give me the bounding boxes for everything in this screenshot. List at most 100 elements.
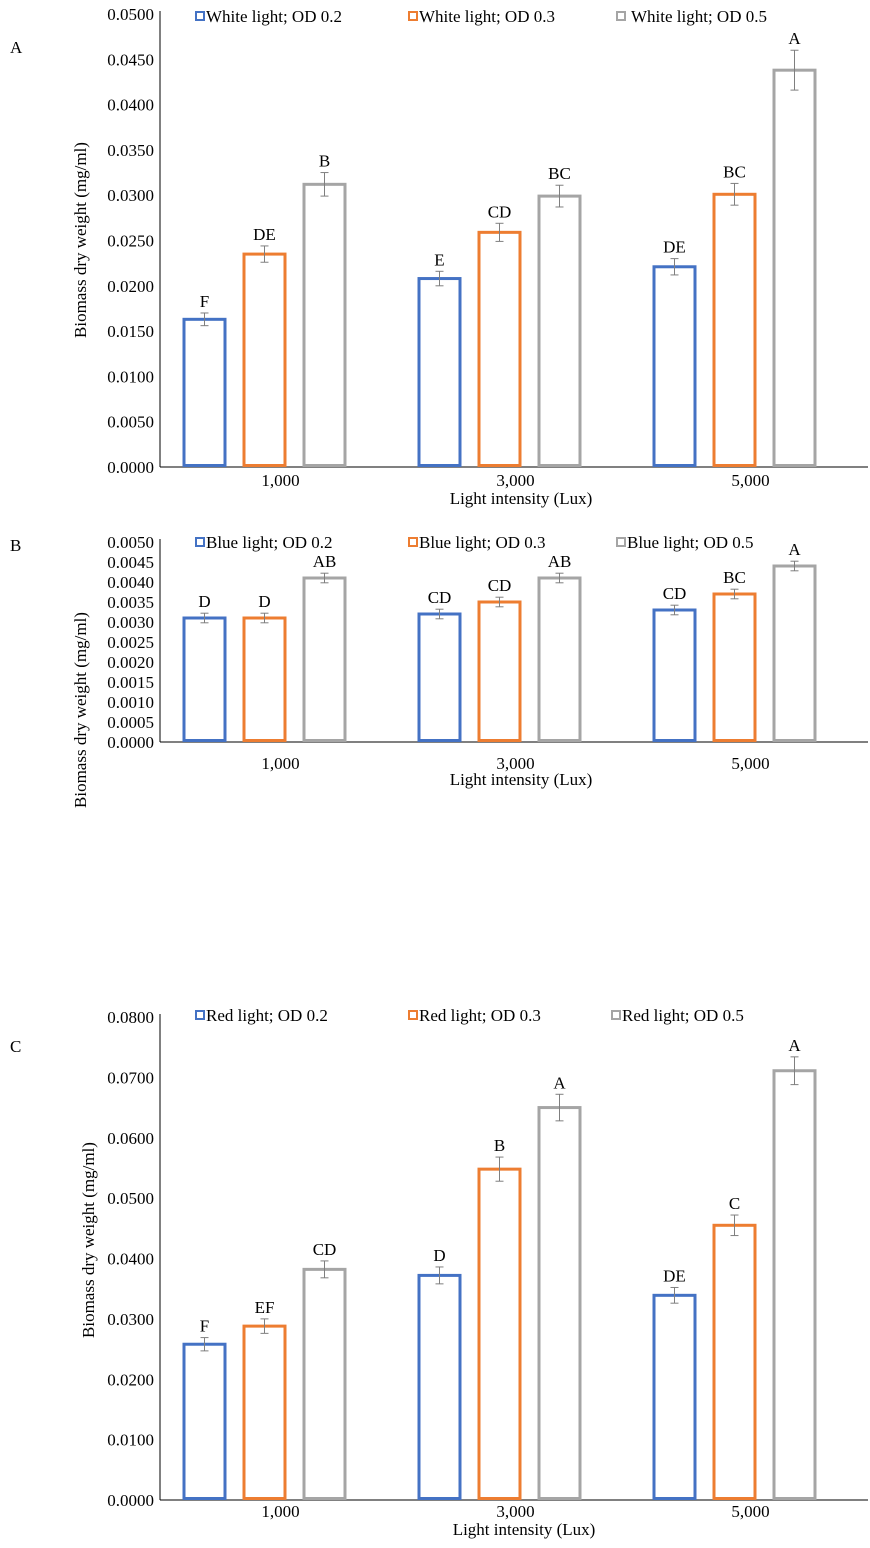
legend-label: Red light; OD 0.2	[206, 1006, 328, 1025]
data-label: A	[553, 1073, 566, 1092]
data-label: F	[200, 1317, 209, 1336]
panel-b: B Biomass dry weight (mg/ml) Light inten…	[10, 533, 868, 808]
y-tick-label: 0.0050	[107, 533, 154, 552]
legend: White light; OD 0.2 White light; OD 0.3 …	[195, 7, 767, 26]
y-tick-label: 0.0450	[107, 50, 154, 69]
x-axis-label: Light intensity (Lux)	[453, 1520, 596, 1539]
x-tick-label: 3,000	[496, 754, 534, 773]
plot-area: 0.0000 0.0100 0.0200 0.0300 0.0400 0.0500 0.06…	[107, 1008, 868, 1521]
legend-swatch	[195, 11, 205, 21]
y-tick-label: 0.0200	[107, 277, 154, 296]
panel-c: C Biomass dry weight (mg/ml) Light inten…	[10, 1006, 868, 1539]
legend-swatch	[408, 537, 418, 547]
bar	[712, 592, 757, 742]
data-label: D	[258, 592, 270, 611]
bar	[242, 616, 287, 742]
data-label: D	[433, 1246, 445, 1265]
legend-label: White light; OD 0.2	[206, 7, 342, 26]
legend-swatch	[408, 1010, 418, 1020]
data-label: DE	[253, 225, 276, 244]
legend-label: Red light; OD 0.5	[622, 1006, 744, 1025]
y-tick-label: 0.0700	[107, 1068, 154, 1087]
y-tick-label: 0.0005	[107, 713, 154, 732]
y-tick-label: 0.0300	[107, 1310, 154, 1329]
bar	[477, 230, 522, 467]
y-tick-label: 0.0000	[107, 733, 154, 752]
y-tick-label: 0.0400	[107, 1250, 154, 1269]
legend-label: Blue light; OD 0.3	[419, 533, 546, 552]
y-tick-label: 0.0100	[107, 1431, 154, 1450]
bar	[772, 68, 817, 467]
y-tick-label: 0.0400	[107, 96, 154, 115]
data-label: B	[494, 1136, 505, 1155]
x-tick-label: 3,000	[496, 471, 534, 490]
y-tick-label: 0.0050	[107, 413, 154, 432]
bar	[242, 252, 287, 467]
legend: Blue light; OD 0.2 Blue light; OD 0.3 Bl…	[195, 533, 754, 552]
x-axis-label: Light intensity (Lux)	[450, 770, 593, 789]
legend-label: Blue light; OD 0.2	[206, 533, 333, 552]
bar	[302, 576, 347, 742]
y-tick-label: 0.0300	[107, 186, 154, 205]
y-tick-label: 0.0250	[107, 232, 154, 251]
plot-area: 0.00000.00050.00100.00150.00200.00250.00…	[107, 533, 868, 773]
x-tick-label: 3,000	[496, 1502, 534, 1521]
bar	[182, 1342, 227, 1501]
bar	[537, 576, 582, 742]
data-label: CD	[663, 584, 687, 603]
y-tick-label: 0.0500	[107, 5, 154, 24]
data-label: CD	[488, 576, 512, 595]
data-label: BC	[548, 164, 571, 183]
y-tick-label: 0.0015	[107, 673, 154, 692]
x-tick-label: 1,000	[261, 754, 299, 773]
y-tick-label: 0.0150	[107, 322, 154, 341]
y-tick-label: 0.0800	[107, 1008, 154, 1027]
data-label: BC	[723, 568, 746, 587]
bar	[652, 1293, 697, 1500]
x-tick-label: 1,000	[261, 471, 299, 490]
panel-label: C	[10, 1037, 21, 1056]
legend-swatch	[616, 537, 626, 547]
y-tick-label: 0.0350	[107, 141, 154, 160]
x-axis-label: Light intensity (Lux)	[450, 489, 593, 508]
bar	[477, 600, 522, 742]
legend-swatch	[616, 11, 626, 21]
y-tick-label: 0.0030	[107, 613, 154, 632]
legend-label: Red light; OD 0.3	[419, 1006, 541, 1025]
bar	[772, 1069, 817, 1500]
x-tick-label: 5,000	[731, 754, 769, 773]
data-label: AB	[313, 552, 337, 571]
bar	[712, 192, 757, 467]
x-tick-label: 5,000	[731, 1502, 769, 1521]
bar	[652, 608, 697, 742]
panel-a: A Biomass dry weight (mg/ml) Light inten…	[10, 5, 868, 508]
data-label: F	[200, 292, 209, 311]
bar	[537, 1106, 582, 1500]
y-tick-label: 0.0020	[107, 653, 154, 672]
data-label: C	[729, 1194, 740, 1213]
bar	[302, 1267, 347, 1501]
legend-swatch	[408, 11, 418, 21]
data-label: DE	[663, 1266, 686, 1285]
bar	[772, 564, 817, 742]
y-tick-label: 0.0035	[107, 593, 154, 612]
data-label: EF	[255, 1298, 275, 1317]
y-tick-label: 0.0040	[107, 573, 154, 592]
y-tick-label: 0.0500	[107, 1189, 154, 1208]
data-label: CD	[488, 202, 512, 221]
legend-label: White light; OD 0.5	[631, 7, 767, 26]
data-label: E	[434, 250, 444, 269]
y-tick-label: 0.0200	[107, 1370, 154, 1389]
panel-label: A	[10, 38, 23, 57]
y-tick-label: 0.0000	[107, 1491, 154, 1510]
data-label: A	[788, 540, 801, 559]
y-axis-label: Biomass dry weight (mg/ml)	[71, 142, 90, 338]
legend-label: Blue light; OD 0.5	[627, 533, 754, 552]
y-tick-label: 0.0600	[107, 1129, 154, 1148]
legend: Red light; OD 0.2 Red light; OD 0.3 Red …	[195, 1006, 744, 1025]
y-axis-label: Biomass dry weight (mg/ml)	[79, 1142, 98, 1338]
data-label: D	[198, 592, 210, 611]
bar	[182, 616, 227, 742]
